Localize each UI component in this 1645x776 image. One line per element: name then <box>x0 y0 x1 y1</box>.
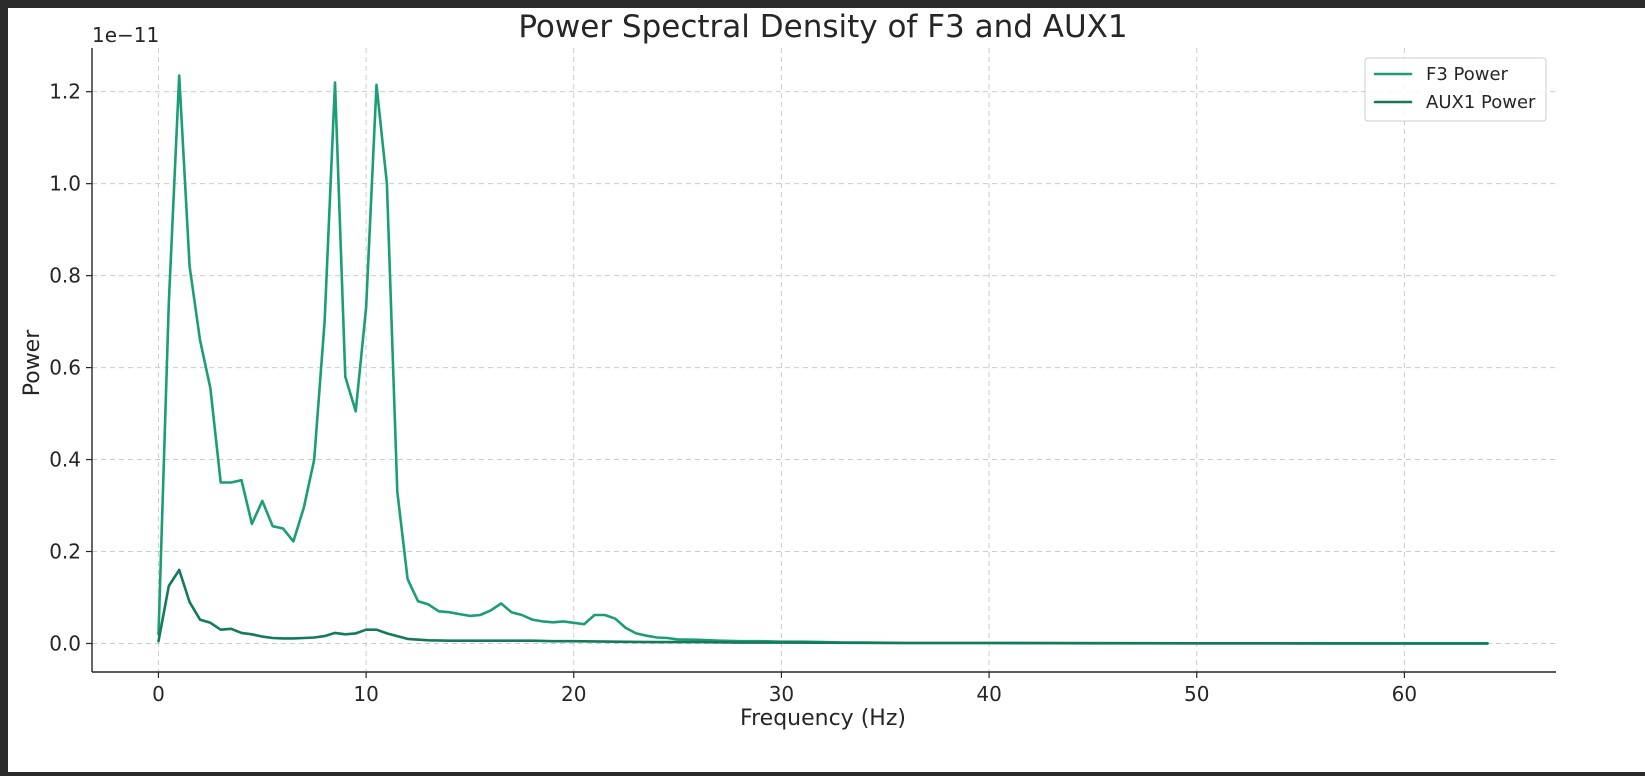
y-tick-label: 0.8 <box>49 264 81 288</box>
psd-line-chart: 0 10 20 30 40 50 60 0.0 0.2 0.4 0.6 0.8 1.0 1.2 Powe… <box>20 9 1556 731</box>
x-tick-label: 50 <box>1184 682 1209 706</box>
x-ticks: 0 10 20 30 40 50 60 <box>152 672 1417 706</box>
series-group <box>157 74 1489 645</box>
y-axis-label: Power <box>20 329 45 396</box>
x-tick-label: 20 <box>561 682 586 706</box>
series-line-aux1-power <box>157 568 1489 645</box>
y-tick-label: 0.4 <box>49 448 81 472</box>
y-tick-label: 0.6 <box>49 356 81 380</box>
chart-title: Power Spectral Density of F3 and AUX1 <box>518 9 1127 45</box>
y-ticks: 0.0 0.2 0.4 0.6 0.8 1.0 1.2 <box>49 80 92 655</box>
y-tick-label: 0.2 <box>49 540 81 564</box>
legend-label-f3: F3 Power <box>1426 64 1509 85</box>
y-tick-label: 1.0 <box>49 172 81 196</box>
y-axis-offset-label: 1e−11 <box>92 23 159 47</box>
x-axis-label: Frequency (Hz) <box>740 706 906 731</box>
axes <box>91 48 1556 673</box>
x-tick-label: 0 <box>152 682 165 706</box>
x-tick-label: 10 <box>353 682 378 706</box>
x-tick-label: 60 <box>1392 682 1417 706</box>
legend: F3 Power AUX1 Power <box>1364 57 1547 122</box>
x-tick-label: 40 <box>976 682 1001 706</box>
grid <box>92 48 1556 672</box>
series-line-f3-power <box>157 74 1489 645</box>
chart-panel: 0 10 20 30 40 50 60 0.0 0.2 0.4 0.6 0.8 1.0 1.2 Powe… <box>8 8 1645 772</box>
x-tick-label: 30 <box>769 682 794 706</box>
y-tick-label: 1.2 <box>49 80 81 104</box>
y-tick-label: 0.0 <box>49 631 81 655</box>
legend-label-aux1: AUX1 Power <box>1426 92 1536 113</box>
